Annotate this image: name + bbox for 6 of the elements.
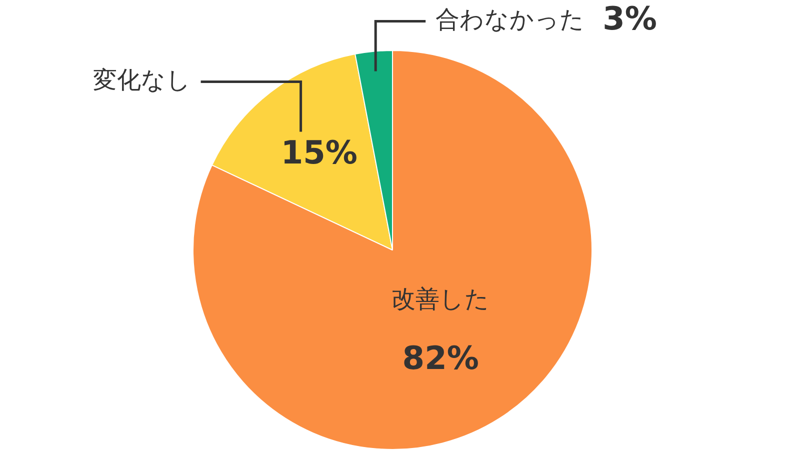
data-label: 15%	[280, 134, 358, 172]
data-label: 82%	[402, 339, 479, 378]
data-label: 3%	[602, 0, 657, 38]
slice-label: 変化なし	[92, 66, 191, 94]
slice-label: 改善した	[392, 285, 490, 314]
slice-label: 合わなかった	[436, 5, 585, 34]
